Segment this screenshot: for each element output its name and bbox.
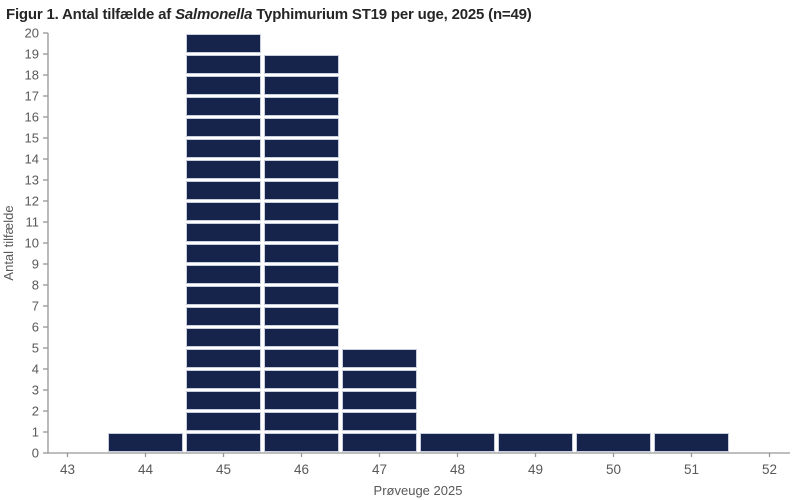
case-block [186,370,261,389]
case-block [264,160,339,179]
case-block [264,433,339,452]
case-block [264,223,339,242]
x-tick-label: 43 [60,462,75,477]
y-tick-label: 15 [25,131,39,146]
case-block [264,370,339,389]
x-tick-label: 44 [138,462,154,477]
case-block [498,433,573,452]
case-block [186,97,261,116]
case-block [264,76,339,95]
figure-title: Figur 1. Antal tilfælde af Salmonella Ty… [0,0,800,24]
y-tick-label: 18 [25,68,39,83]
y-tick-label: 20 [25,26,39,41]
case-block [186,265,261,284]
case-block [264,412,339,431]
x-tick-label: 46 [294,462,309,477]
case-block [186,34,261,53]
case-block [186,55,261,74]
case-block [186,76,261,95]
y-tick-label: 12 [25,194,39,209]
x-tick-label: 48 [450,462,465,477]
x-tick-label: 52 [762,462,777,477]
y-tick-label: 5 [32,341,39,356]
case-block [186,307,261,326]
y-tick-label: 7 [32,299,39,314]
case-block [186,160,261,179]
y-tick-label: 8 [32,278,39,293]
bars [108,34,729,452]
title-suffix: Typhimurium ST19 per uge, 2025 (n=49) [252,6,532,23]
y-tick-label: 11 [26,215,40,230]
y-tick-label: 3 [32,383,39,398]
case-block [264,307,339,326]
case-block [186,412,261,431]
axes [43,32,790,457]
y-tick-label: 4 [32,362,39,377]
case-block [186,349,261,368]
title-italic-salmonella: Salmonella [175,6,253,23]
y-tick-label: 1 [32,425,39,440]
y-tick-label: 13 [25,173,39,188]
case-block [420,433,495,452]
y-tick-label: 0 [32,446,39,461]
y-tick-label: 19 [25,47,39,62]
case-block [264,244,339,263]
x-tick-label: 51 [684,462,699,477]
case-block [108,433,183,452]
case-block [186,244,261,263]
case-block [264,286,339,305]
x-tick-label: 49 [528,462,543,477]
case-block [186,328,261,347]
x-tick-label: 45 [216,462,231,477]
case-block [264,349,339,368]
case-block [264,55,339,74]
case-block [186,118,261,137]
case-block [654,433,729,452]
y-tick-label: 10 [25,236,39,251]
case-block [576,433,651,452]
y-axis-title: Antal tilfælde [1,205,16,280]
case-block [186,286,261,305]
case-block [186,223,261,242]
case-block [342,412,417,431]
case-block [264,202,339,221]
case-block [264,139,339,158]
case-block [342,370,417,389]
y-tick-label: 17 [25,89,39,104]
case-block [264,265,339,284]
x-axis-title: Prøveuge 2025 [374,483,463,498]
case-block [186,181,261,200]
x-tick-label: 47 [372,462,387,477]
case-block [186,202,261,221]
case-block [186,391,261,410]
y-tick-label: 16 [25,110,39,125]
case-block [186,433,261,452]
x-tick-label: 50 [606,462,621,477]
case-block [264,328,339,347]
y-tick-label: 6 [32,320,39,335]
y-tick-label: 2 [32,404,39,419]
title-prefix: Figur 1. Antal tilfælde af [6,6,176,23]
case-block [264,97,339,116]
case-block [186,139,261,158]
case-block [264,391,339,410]
y-tick-label: 14 [25,152,39,167]
case-block [264,181,339,200]
case-block [264,118,339,137]
y-tick-label: 9 [32,257,39,272]
case-block [342,349,417,368]
case-block [342,391,417,410]
case-block [342,433,417,452]
